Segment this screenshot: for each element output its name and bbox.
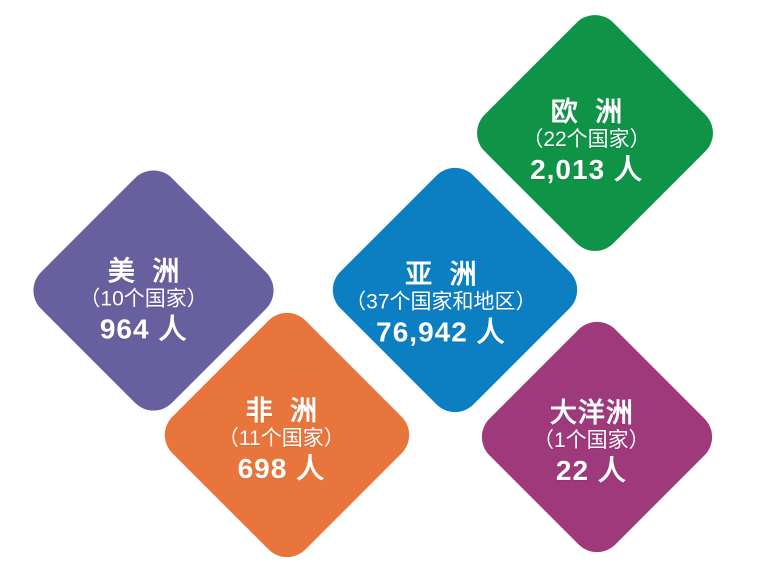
label-stack-asia: 亚 洲 （37个国家和地区） 76,942 人 (306, 259, 576, 348)
people-count-oceania: 22 人 (555, 454, 627, 486)
people-count-americas: 964 人 (99, 312, 188, 344)
continent-name-africa: 非 洲 (245, 396, 323, 427)
country-count-europe: （22个国家） (522, 128, 651, 152)
country-count-asia: （37个国家和地区） (345, 290, 537, 314)
people-count-europe: 2,013 人 (530, 153, 643, 185)
continent-name-americas: 美 洲 (107, 255, 185, 286)
people-count-africa: 698 人 (237, 452, 326, 484)
label-stack-oceania: 大洋洲 （1个国家） 22 人 (466, 398, 716, 486)
country-count-africa: （11个国家） (217, 427, 345, 451)
label-stack-africa: 非 洲 （11个国家） 698 人 (156, 396, 406, 484)
people-count-asia: 76,942 人 (376, 316, 506, 348)
country-count-oceania: （1个国家） (532, 429, 650, 453)
label-stack-europe: 欧 洲 （22个国家） 2,013 人 (462, 96, 712, 185)
continent-name-oceania: 大洋洲 (549, 398, 634, 429)
continent-name-europe: 欧 洲 (550, 96, 628, 127)
continent-name-asia: 亚 洲 (405, 259, 482, 290)
country-count-americas: （10个国家） (79, 287, 208, 311)
label-stack-americas: 美 洲 （10个国家） 964 人 (19, 255, 269, 344)
